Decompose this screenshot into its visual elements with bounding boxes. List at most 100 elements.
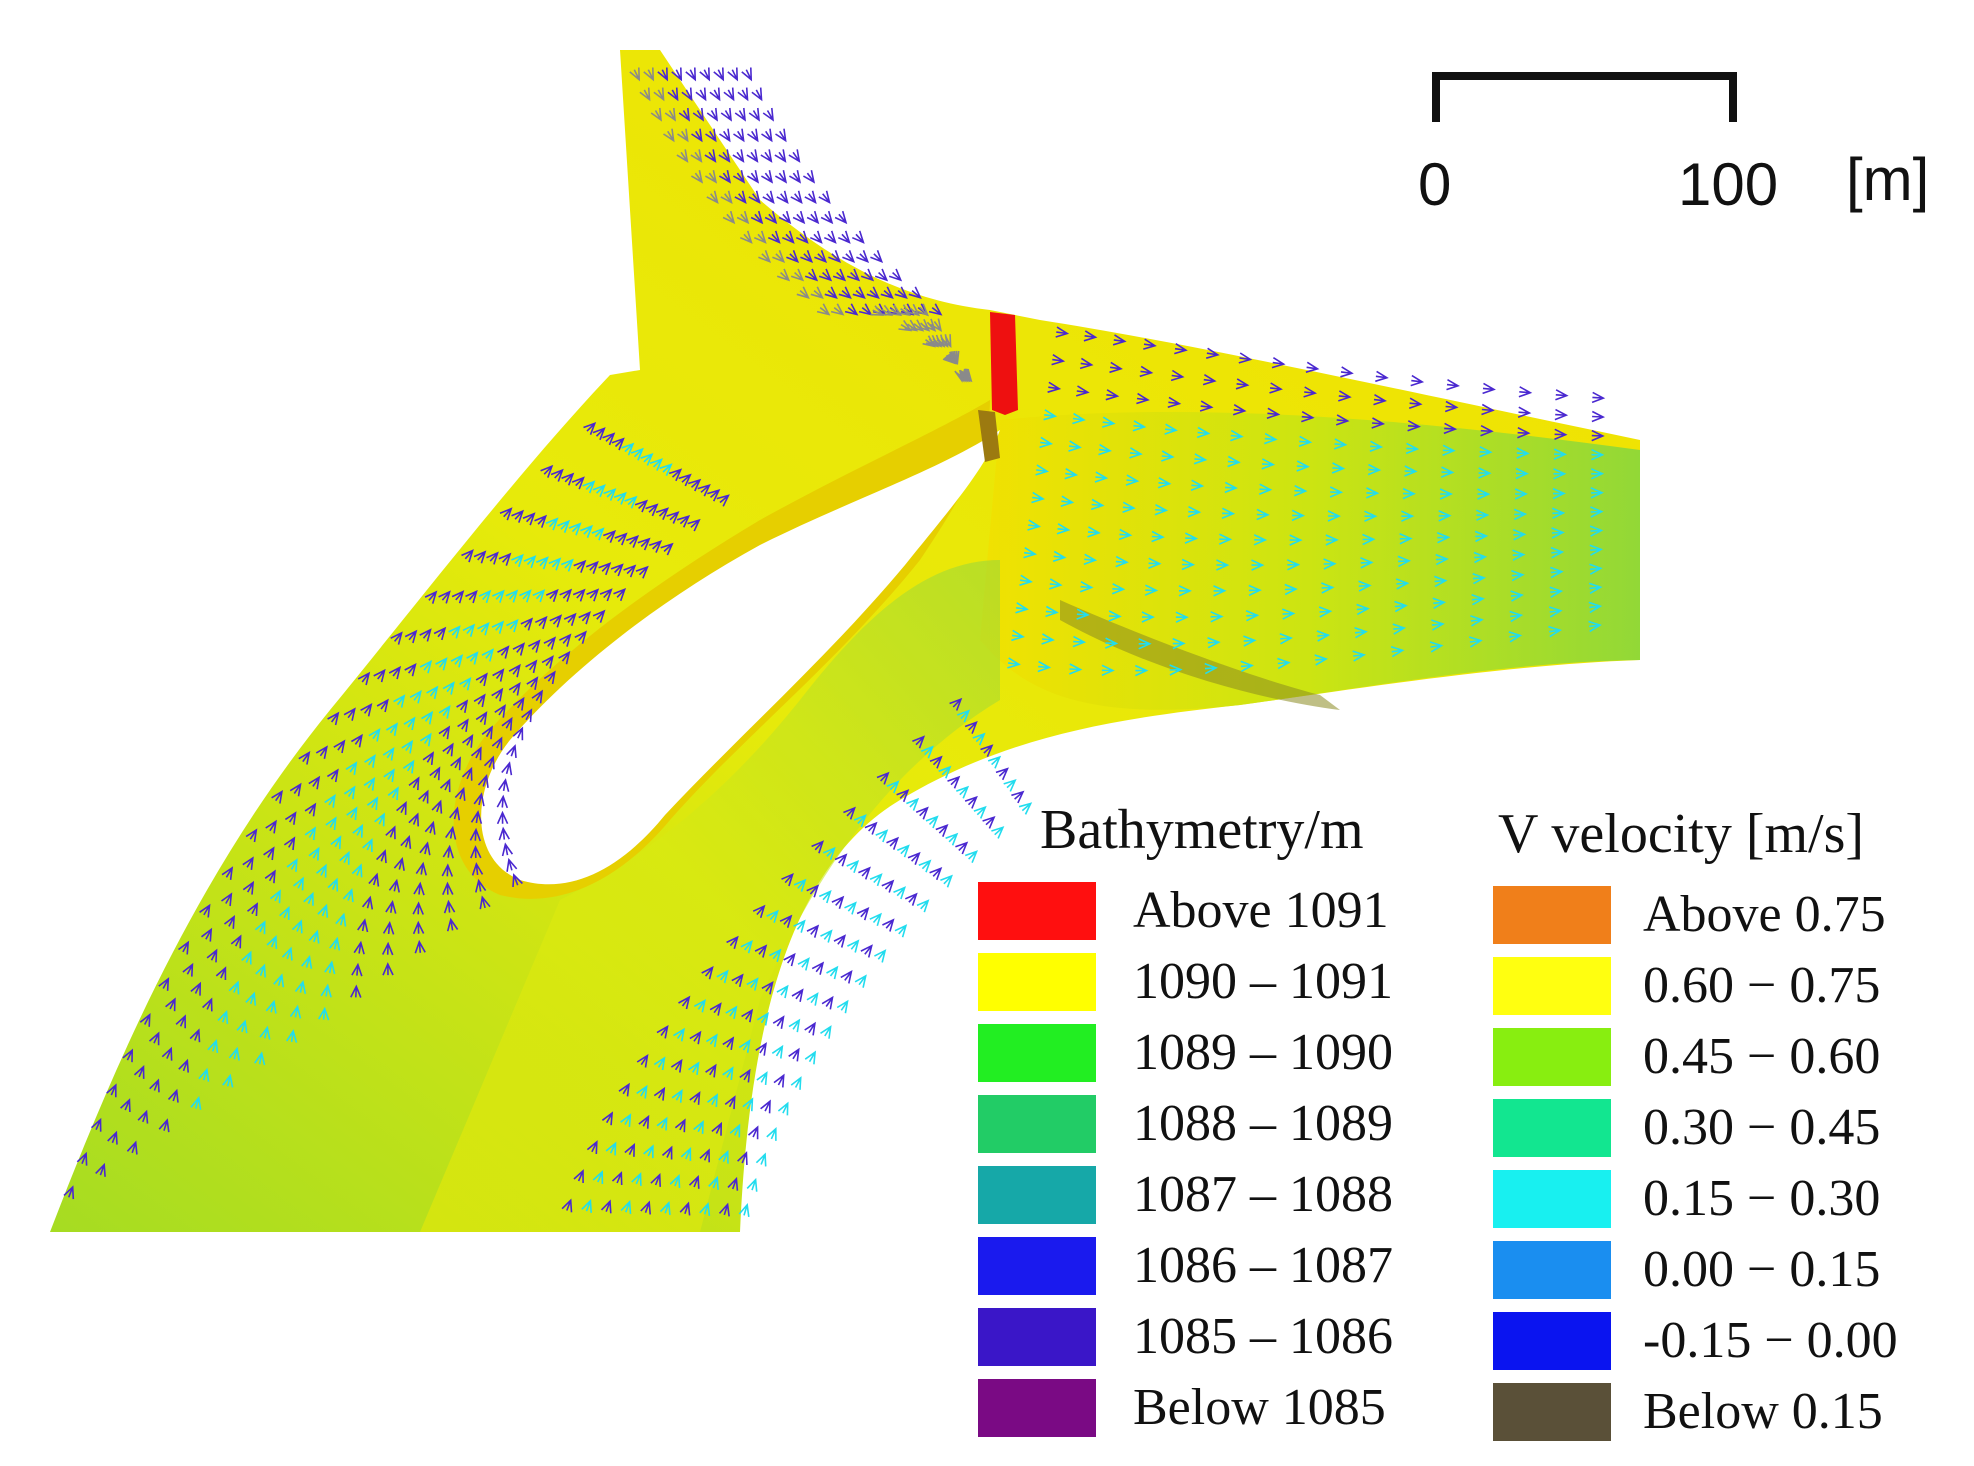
velocity-arrow (265, 999, 277, 1014)
velocity-arrow (1588, 582, 1603, 594)
velocity-arrow (512, 642, 526, 656)
velocity-legend-label: 0.30 − 0.45 (1643, 1099, 1881, 1156)
velocity-arrow (1482, 382, 1496, 395)
velocity-arrow (465, 589, 478, 604)
velocity-arrow (572, 588, 586, 602)
velocity-arrow (741, 1008, 754, 1023)
velocity-arrow (1293, 484, 1308, 497)
velocity-legend-label: 0.15 − 0.30 (1643, 1170, 1881, 1227)
velocity-arrow (424, 820, 436, 835)
velocity-arrow (242, 880, 255, 895)
velocity-arrow (1551, 527, 1565, 539)
velocity-arrow (357, 918, 369, 933)
velocity-arrow (273, 973, 285, 988)
velocity-arrow (1210, 611, 1224, 623)
velocity-arrow (366, 796, 379, 811)
velocity-arrow (1397, 555, 1412, 568)
velocity-arrow (438, 704, 451, 719)
velocity-arrow (733, 170, 746, 184)
velocity-arrow (178, 940, 190, 955)
velocity-arrow (748, 190, 761, 205)
velocity-legend-label: Above 0.75 (1643, 886, 1886, 943)
velocity-arrow (793, 919, 806, 933)
velocity-arrow (158, 977, 170, 991)
velocity-arrow (1325, 534, 1339, 546)
velocity-arrow (666, 511, 680, 524)
velocity-arrow (1072, 412, 1086, 425)
velocity-arrow (1230, 429, 1244, 442)
velocity-arrow (475, 878, 487, 893)
velocity-arrow (678, 473, 692, 487)
velocity-arrow (1394, 600, 1408, 613)
velocity-arrow (1052, 550, 1067, 563)
velocity-arrow (139, 1012, 151, 1027)
velocity-arrow (1318, 606, 1333, 618)
velocity-arrow (1144, 584, 1159, 596)
velocity-arrow (860, 268, 875, 282)
velocity-arrow (511, 509, 525, 523)
velocity-arrow (1115, 555, 1129, 568)
velocity-arrow (668, 468, 683, 482)
velocity-arrow (408, 776, 420, 791)
velocity-arrow (526, 676, 539, 690)
velocity-arrow (521, 708, 533, 723)
velocity-arrow (1291, 509, 1306, 522)
velocity-arrow (853, 814, 867, 828)
velocity-arrow (991, 826, 1005, 839)
scale-bar-line (1432, 72, 1737, 122)
velocity-arrow (699, 1148, 710, 1163)
velocity-arrow (190, 981, 202, 996)
velocity-arrow (1172, 637, 1186, 650)
velocity-arrow (1174, 343, 1188, 355)
velocity-arrow (1047, 381, 1062, 393)
obstacle-red (990, 312, 1018, 415)
velocity-arrow (522, 512, 536, 526)
velocity-arrow (264, 869, 276, 884)
velocity-arrow (401, 739, 414, 754)
velocity-arrow (317, 903, 329, 918)
velocity-arrow (806, 884, 820, 898)
velocity-arrow (1261, 458, 1276, 470)
velocity-arrow (190, 1096, 202, 1110)
velocity-arrow (930, 318, 943, 332)
velocity-arrow (727, 67, 739, 82)
velocity-arrow (734, 107, 746, 122)
velocity-arrow (599, 588, 613, 602)
velocity-arrow (293, 876, 304, 891)
velocity-arrow (592, 484, 606, 498)
velocity-arrow (814, 250, 828, 263)
velocity-arrow (339, 850, 350, 865)
velocity-arrow (964, 795, 978, 809)
velocity-arrow (634, 499, 649, 513)
velocity-arrow (947, 775, 961, 789)
velocity-arrow (178, 1058, 189, 1073)
velocity-arrow (639, 87, 651, 102)
velocity-arrow (350, 984, 362, 998)
velocity-arrow (1136, 392, 1150, 405)
velocity-arrow (385, 825, 396, 840)
velocity-arrow (1508, 631, 1523, 643)
velocity-arrow (704, 149, 717, 163)
velocity-arrow (1240, 660, 1254, 673)
velocity-arrow (1591, 429, 1605, 442)
velocity-arrow (1480, 424, 1494, 437)
velocity-arrow (1258, 483, 1273, 495)
velocity-arrow (255, 963, 266, 978)
velocity-arrow (650, 107, 662, 122)
velocity-arrow (720, 107, 732, 122)
scale-bar (1432, 72, 1737, 122)
velocity-arrow (864, 821, 878, 835)
velocity-arrow (473, 693, 486, 708)
velocity-arrow (439, 778, 451, 793)
velocity-arrow (469, 827, 482, 842)
velocity-arrow (283, 836, 296, 851)
velocity-arrow (315, 745, 328, 759)
velocity-arrow (491, 687, 504, 702)
velocity-arrow (442, 881, 454, 896)
velocity-arrow (711, 1121, 723, 1136)
velocity-arrow (479, 895, 491, 910)
velocity-arrow (727, 1176, 739, 1191)
velocity-arrow (224, 914, 236, 929)
velocity-arrow (286, 858, 298, 872)
velocity-arrow (583, 422, 597, 435)
